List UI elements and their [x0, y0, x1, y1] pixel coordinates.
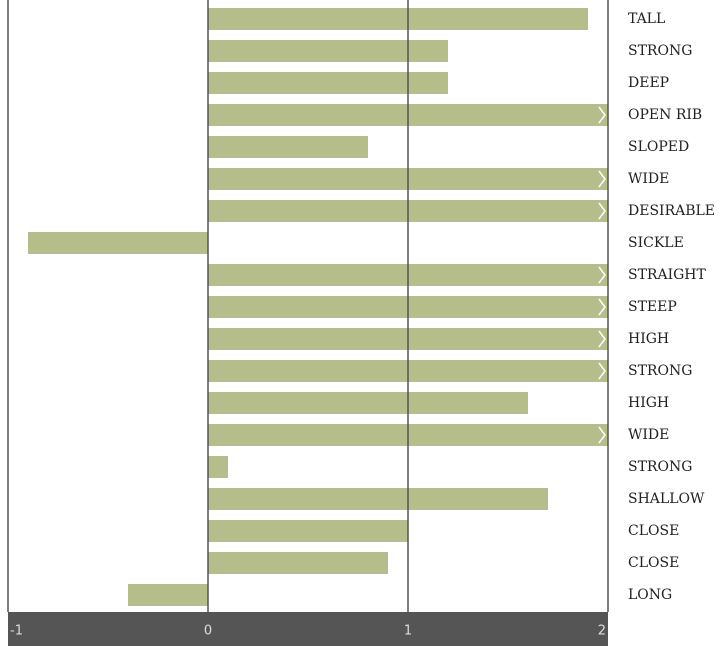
category-label: STEEP: [628, 299, 677, 315]
bar: [208, 40, 448, 62]
x-tick-label: 1: [404, 624, 412, 639]
category-label: STRAIGHT: [628, 267, 707, 283]
bar: [208, 136, 368, 158]
x-tick-label: 0: [204, 624, 212, 639]
bar: [208, 552, 388, 574]
category-label: WIDE: [628, 427, 669, 443]
bar: [128, 584, 208, 606]
bar: [208, 456, 228, 478]
category-label: HIGH: [628, 331, 669, 347]
overflow-chevron: [598, 362, 606, 380]
category-label: STRONG: [628, 459, 692, 475]
overflow-chevron: [598, 106, 606, 124]
x-tick-label: -1: [10, 624, 23, 639]
category-label: OPEN RIB: [628, 107, 702, 123]
bar: [208, 8, 588, 30]
category-label: STRONG: [628, 363, 692, 379]
bar: [208, 392, 528, 414]
category-label: TALL: [628, 11, 665, 27]
category-label: DEEP: [628, 75, 669, 91]
x-tick-label: 2: [598, 624, 606, 639]
bar: [28, 232, 208, 254]
category-label: WIDE: [628, 171, 669, 187]
overflow-chevron: [598, 330, 606, 348]
category-label: HIGH: [628, 395, 669, 411]
category-label: SLOPED: [628, 139, 689, 155]
category-label: LONG: [628, 587, 672, 603]
overflow-chevron: [598, 426, 606, 444]
axis-band: [8, 612, 608, 646]
category-label: STRONG: [628, 43, 692, 59]
category-label: SICKLE: [628, 235, 684, 251]
category-label: DESIRABLE: [628, 203, 715, 219]
category-label: CLOSE: [628, 555, 679, 571]
bar: [208, 488, 548, 510]
bar: [208, 520, 408, 542]
overflow-chevron: [598, 266, 606, 284]
overflow-chevron: [598, 170, 606, 188]
category-label: SHALLOW: [628, 491, 705, 507]
category-label: CLOSE: [628, 523, 679, 539]
overflow-chevron: [598, 202, 606, 220]
bar: [208, 72, 448, 94]
overflow-chevron: [598, 298, 606, 316]
